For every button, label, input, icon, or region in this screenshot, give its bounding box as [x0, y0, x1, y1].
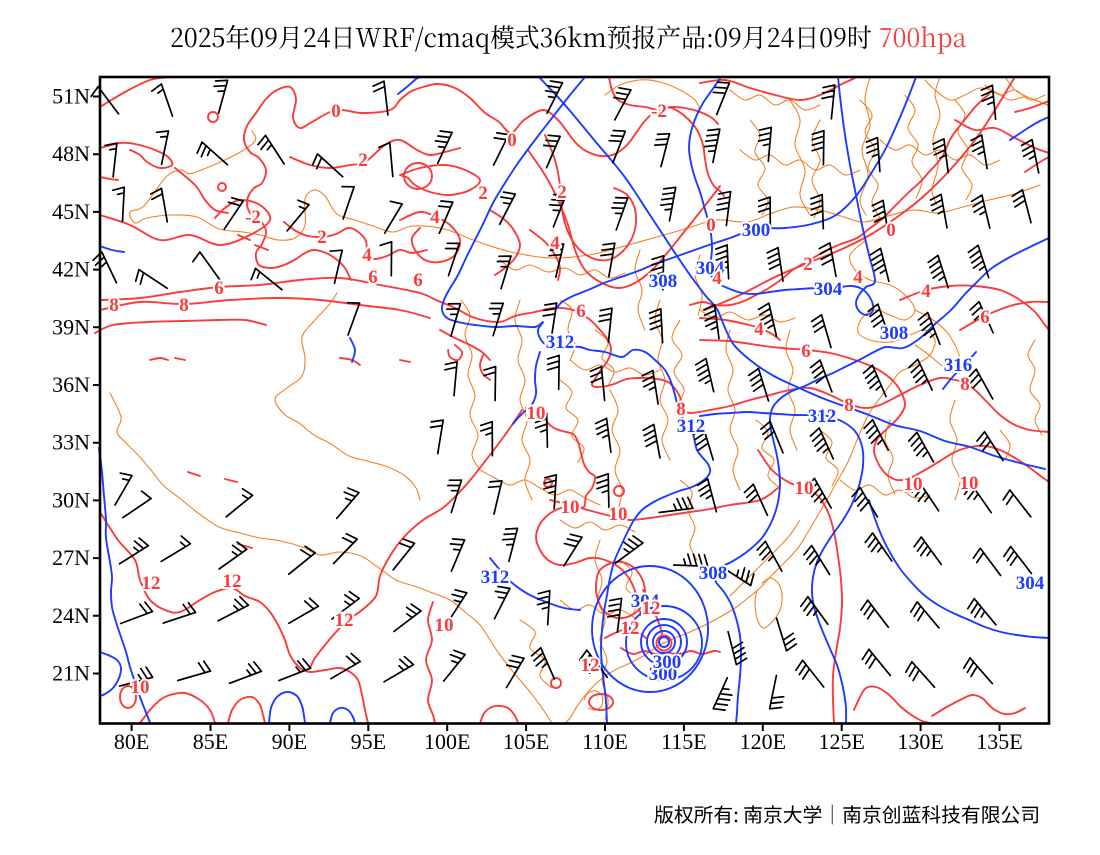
svg-text:4: 4	[853, 267, 863, 288]
svg-text:4: 4	[362, 245, 372, 266]
svg-text:4: 4	[921, 281, 931, 302]
svg-text:8: 8	[676, 399, 686, 420]
svg-text:10: 10	[131, 677, 150, 698]
svg-text:304: 304	[1016, 573, 1045, 594]
svg-text:12: 12	[581, 655, 600, 676]
svg-text:8: 8	[179, 295, 189, 316]
svg-text:0: 0	[886, 220, 896, 241]
svg-text:312: 312	[808, 406, 837, 427]
svg-text:105E: 105E	[503, 729, 549, 754]
svg-text:90E: 90E	[272, 729, 307, 754]
svg-text:10: 10	[561, 497, 580, 518]
svg-text:6: 6	[576, 301, 586, 322]
svg-text:2: 2	[478, 183, 488, 204]
svg-text:10: 10	[904, 474, 923, 495]
svg-text:10: 10	[435, 615, 454, 636]
svg-text:308: 308	[880, 323, 909, 344]
svg-text:27N: 27N	[52, 545, 90, 570]
svg-text:8: 8	[109, 295, 119, 316]
svg-text:100E: 100E	[424, 729, 470, 754]
svg-text:6: 6	[413, 270, 423, 291]
svg-text:300: 300	[742, 220, 771, 241]
svg-text:2: 2	[317, 227, 327, 248]
svg-text:316: 316	[944, 355, 973, 376]
svg-text:45N: 45N	[52, 199, 90, 224]
svg-text:4: 4	[430, 207, 440, 228]
svg-text:4: 4	[712, 268, 722, 289]
svg-text:6: 6	[980, 307, 990, 328]
svg-text:4: 4	[550, 233, 560, 254]
svg-text:308: 308	[649, 271, 678, 292]
svg-text:33N: 33N	[52, 430, 90, 455]
svg-text:304: 304	[814, 279, 843, 300]
svg-text:30N: 30N	[52, 487, 90, 512]
svg-text:0: 0	[706, 215, 716, 236]
svg-text:10: 10	[795, 478, 814, 499]
svg-text:120E: 120E	[740, 729, 786, 754]
svg-text:80E: 80E	[114, 729, 149, 754]
svg-text:12: 12	[335, 610, 354, 631]
svg-text:130E: 130E	[897, 729, 943, 754]
svg-text:2: 2	[358, 150, 368, 171]
svg-text:8: 8	[960, 374, 970, 395]
svg-text:6: 6	[801, 341, 811, 362]
svg-text:312: 312	[481, 567, 510, 588]
svg-text:300: 300	[653, 652, 682, 673]
svg-text:42N: 42N	[52, 257, 90, 282]
svg-text:6: 6	[214, 278, 224, 299]
svg-text:6: 6	[368, 267, 378, 288]
svg-text:115E: 115E	[661, 729, 707, 754]
svg-text:12: 12	[621, 618, 640, 639]
svg-text:125E: 125E	[818, 729, 864, 754]
svg-text:4: 4	[754, 319, 764, 340]
svg-text:-2: -2	[245, 207, 261, 228]
svg-text:304: 304	[631, 591, 660, 612]
svg-text:39N: 39N	[52, 314, 90, 339]
svg-text:36N: 36N	[52, 372, 90, 397]
svg-text:12: 12	[142, 573, 161, 594]
svg-text:312: 312	[546, 332, 575, 353]
svg-text:51N: 51N	[52, 84, 90, 109]
svg-text:85E: 85E	[193, 729, 228, 754]
svg-text:10: 10	[527, 403, 546, 424]
svg-text:12: 12	[223, 571, 242, 592]
svg-text:12: 12	[642, 598, 661, 619]
svg-text:10: 10	[960, 473, 979, 494]
svg-text:135E: 135E	[976, 729, 1022, 754]
svg-text:2: 2	[557, 182, 567, 203]
svg-text:95E: 95E	[351, 729, 386, 754]
svg-text:308: 308	[699, 563, 728, 584]
svg-text:21N: 21N	[52, 661, 90, 686]
svg-text:312: 312	[677, 416, 706, 437]
svg-text:24N: 24N	[52, 603, 90, 628]
svg-text:300: 300	[649, 664, 678, 685]
svg-text:0: 0	[331, 101, 341, 122]
svg-text:110E: 110E	[582, 729, 628, 754]
svg-text:2: 2	[803, 254, 813, 275]
svg-text:-2: -2	[651, 101, 667, 122]
svg-text:0: 0	[507, 130, 517, 151]
svg-text:48N: 48N	[52, 141, 90, 166]
svg-text:8: 8	[844, 395, 854, 416]
svg-text:10: 10	[609, 504, 628, 525]
svg-text:304: 304	[696, 258, 725, 279]
